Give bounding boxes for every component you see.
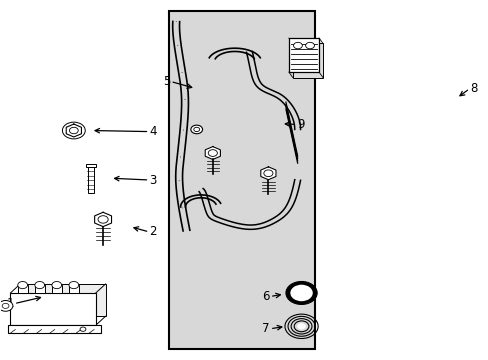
Text: 7: 7: [262, 322, 269, 335]
Text: 5: 5: [163, 75, 170, 88]
Text: 8: 8: [469, 82, 476, 95]
Bar: [168, 12, 315, 348]
Bar: [20, 284, 105, 316]
Text: 6: 6: [262, 290, 269, 303]
Circle shape: [80, 327, 86, 331]
Circle shape: [285, 282, 317, 305]
Bar: [69, 285, 79, 293]
Polygon shape: [260, 167, 275, 180]
Bar: [18, 285, 27, 293]
Circle shape: [52, 282, 61, 289]
Polygon shape: [205, 147, 220, 159]
Text: 9: 9: [297, 118, 304, 131]
Circle shape: [264, 170, 272, 177]
Circle shape: [190, 125, 202, 134]
Circle shape: [290, 285, 312, 301]
Circle shape: [193, 127, 199, 132]
Bar: [8, 325, 101, 333]
Circle shape: [305, 42, 314, 49]
Bar: [87, 167, 94, 193]
Circle shape: [208, 150, 217, 156]
Polygon shape: [66, 124, 81, 137]
Polygon shape: [95, 212, 111, 226]
Text: 1: 1: [6, 297, 14, 310]
Circle shape: [2, 303, 9, 309]
Text: 2: 2: [149, 225, 157, 238]
Bar: [10, 293, 96, 325]
Bar: [85, 164, 96, 167]
Circle shape: [18, 282, 27, 289]
Circle shape: [69, 282, 79, 289]
Text: 3: 3: [149, 174, 157, 186]
Bar: [292, 44, 323, 77]
Bar: [52, 285, 61, 293]
Circle shape: [0, 301, 13, 311]
Circle shape: [98, 216, 108, 223]
Circle shape: [35, 282, 44, 289]
Bar: [35, 285, 44, 293]
Circle shape: [297, 323, 305, 329]
Circle shape: [69, 127, 78, 134]
Circle shape: [293, 42, 302, 49]
Bar: [288, 38, 319, 72]
Text: 4: 4: [149, 125, 157, 138]
